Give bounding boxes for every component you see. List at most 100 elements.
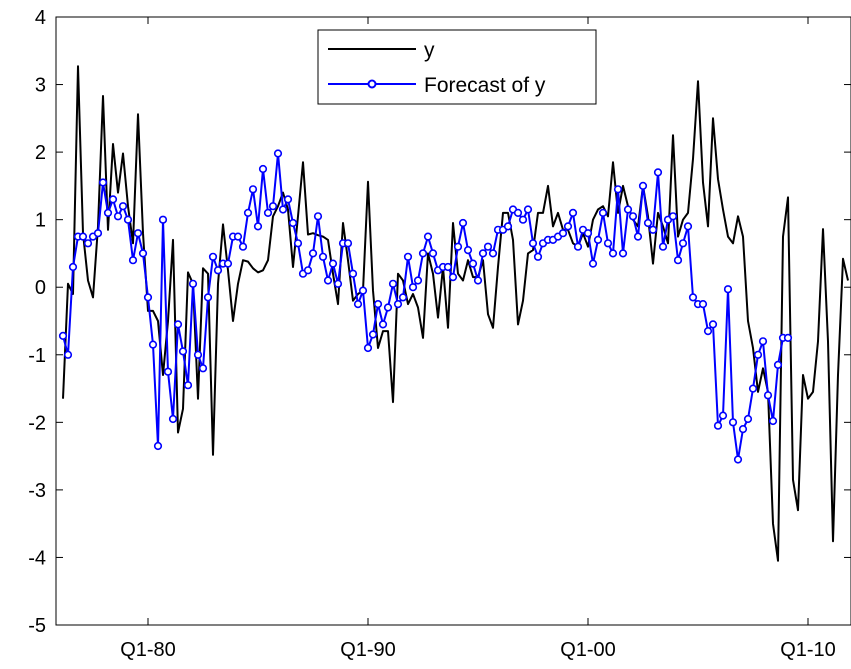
forecast-point <box>568 208 578 217</box>
forecast-point <box>633 232 643 241</box>
forecast-point <box>68 262 78 272</box>
forecast-point <box>93 229 103 238</box>
forecast-point <box>773 360 783 370</box>
forecast-point <box>683 222 693 231</box>
forecast-point <box>153 441 163 451</box>
forecast-point <box>703 327 713 336</box>
forecast-point <box>478 249 488 258</box>
forecast-point <box>378 320 388 329</box>
forecast-point <box>323 276 333 285</box>
forecast-point <box>598 208 608 217</box>
forecast-point <box>133 229 143 238</box>
forecast-point <box>613 185 623 194</box>
forecast-point <box>678 239 688 248</box>
y-tick-label: -3 <box>28 480 46 502</box>
forecast-point <box>278 205 288 214</box>
forecast-point <box>208 252 218 261</box>
forecast-point <box>158 215 168 224</box>
forecast-point <box>123 215 133 224</box>
forecast-point <box>103 208 113 217</box>
forecast-point <box>98 178 108 187</box>
legend-label-forecast: Forecast of y <box>424 74 546 97</box>
forecast-point <box>458 218 468 228</box>
forecast-point <box>668 212 678 221</box>
forecast-point <box>198 364 208 373</box>
forecast-point <box>193 350 203 359</box>
forecast-point <box>63 350 73 359</box>
forecast-point <box>408 283 418 292</box>
forecast-point <box>653 168 663 177</box>
forecast-point <box>268 202 278 211</box>
y-tick-label: -2 <box>28 412 46 434</box>
forecast-point <box>418 249 428 258</box>
forecast-point <box>623 205 633 214</box>
forecast-point <box>163 367 173 376</box>
forecast-point <box>258 164 268 174</box>
forecast-point <box>448 273 458 282</box>
forecast-point <box>178 347 188 356</box>
forecast-point <box>523 205 533 214</box>
forecast-point <box>468 259 478 268</box>
x-tick-label: Q1-80 <box>120 639 176 661</box>
forecast-point <box>673 256 683 265</box>
forecast-point <box>743 414 753 424</box>
forecast-point <box>758 337 768 346</box>
forecast-point <box>558 229 568 238</box>
legend: y Forecast of y <box>317 29 597 105</box>
forecast-point <box>238 242 248 251</box>
forecast-point <box>248 185 258 194</box>
forecast-point <box>303 266 313 275</box>
legend-label-y: y <box>424 39 435 62</box>
forecast-point <box>368 330 378 339</box>
forecast-point <box>728 418 738 427</box>
forecast-point <box>753 350 763 359</box>
y-tick-label: 2 <box>35 142 46 164</box>
y-tick-label: 3 <box>35 75 46 97</box>
forecast-point <box>333 279 343 288</box>
forecast-point <box>343 239 353 248</box>
forecast-point <box>318 252 328 261</box>
forecast-point <box>443 262 453 272</box>
forecast-point <box>263 208 273 217</box>
forecast-point <box>473 276 483 285</box>
forecast-point <box>643 218 653 228</box>
forecast-point <box>708 320 718 329</box>
y-axis: 4 3 2 1 0 -1 -2 -3 -4 -5 <box>28 7 851 637</box>
forecast-point <box>313 212 323 221</box>
series-layer <box>58 65 849 562</box>
forecast-point <box>213 266 223 275</box>
y-tick-label: 0 <box>35 277 46 299</box>
forecast-point <box>308 249 318 258</box>
forecast-point <box>718 411 728 420</box>
forecast-point <box>283 195 293 204</box>
forecast-point <box>143 293 153 302</box>
forecast-point <box>188 279 198 288</box>
forecast-point <box>388 279 398 288</box>
forecast-point <box>383 303 393 312</box>
forecast-point <box>723 285 733 294</box>
forecast-point <box>488 249 498 258</box>
y-tick-label: -4 <box>28 547 46 569</box>
forecast-point <box>83 239 93 248</box>
forecast-point <box>593 235 603 244</box>
forecast-point <box>713 421 723 430</box>
forecast-point <box>253 222 263 231</box>
forecast-point <box>288 218 298 228</box>
forecast-point <box>363 343 373 353</box>
forecast-point <box>688 293 698 302</box>
forecast-point <box>58 331 68 341</box>
forecast-point <box>648 225 658 234</box>
forecast-point <box>608 249 618 258</box>
forecast-point <box>463 246 473 255</box>
forecast-point <box>398 293 408 302</box>
forecast-point <box>293 239 303 248</box>
series-line-forecast <box>62 152 788 461</box>
forecast-point <box>138 249 148 258</box>
forecast-point <box>203 293 213 302</box>
forecast-point <box>328 259 338 268</box>
x-tick-label: Q1-00 <box>560 639 616 661</box>
y-tick-label: 1 <box>35 210 46 232</box>
forecast-point <box>423 232 433 241</box>
forecast-point <box>373 300 383 309</box>
